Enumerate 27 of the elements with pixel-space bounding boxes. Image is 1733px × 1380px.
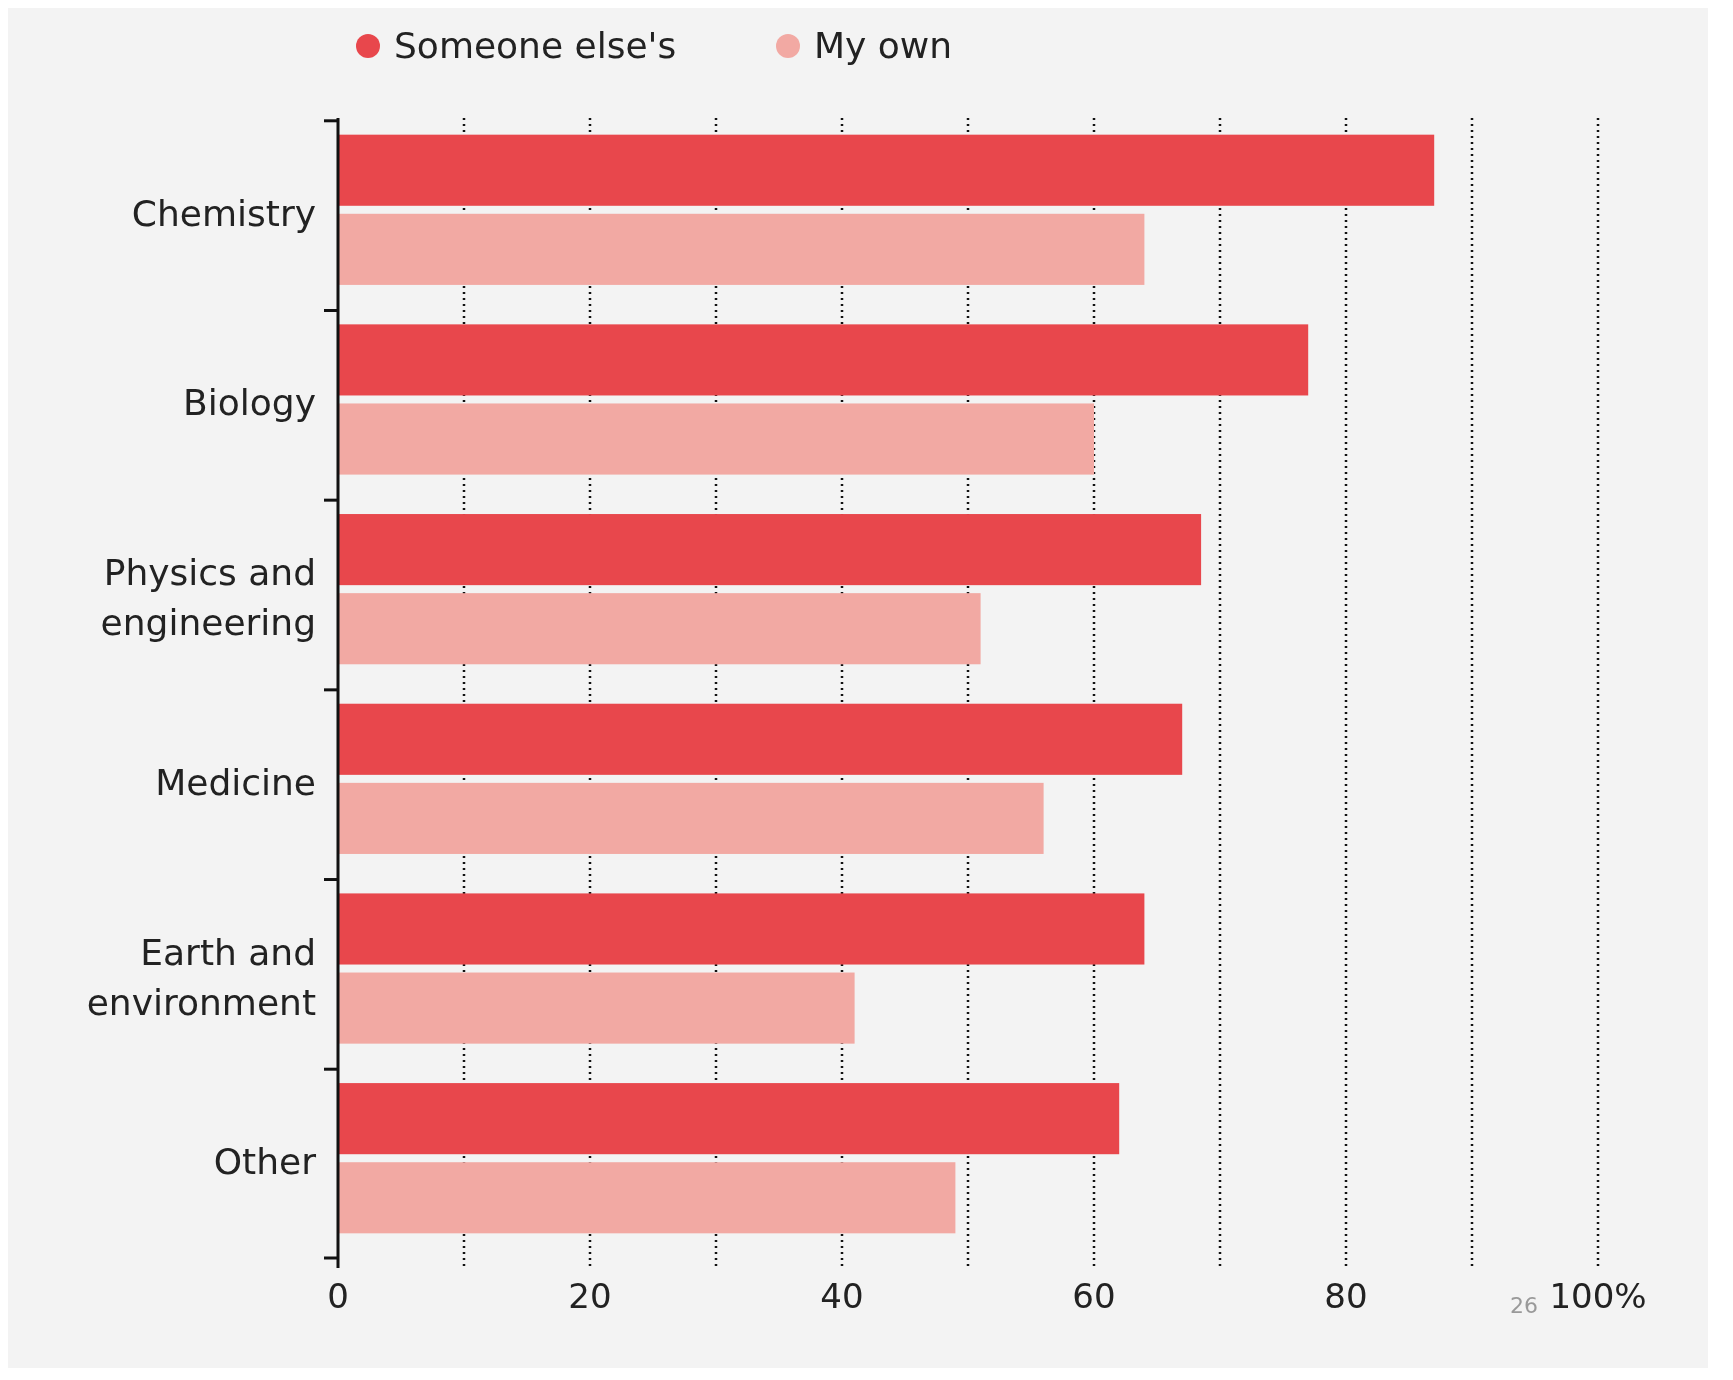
bar [338, 213, 1145, 285]
y-tick-label: Physics and engineering [100, 552, 316, 644]
bar [338, 1162, 956, 1234]
y-tick-label: Other [213, 1141, 317, 1183]
bar [338, 893, 1145, 965]
bar [338, 324, 1309, 396]
x-tick-label: 100% [1549, 1276, 1647, 1316]
bar [338, 782, 1044, 854]
x-tick-label: 20 [568, 1276, 612, 1316]
y-tick-label: Earth and environment [86, 931, 316, 1023]
y-tick-label: Medicine [155, 761, 316, 803]
legend-label: My own [814, 25, 953, 66]
x-tick-label: 40 [820, 1276, 864, 1316]
legend-label: Someone else's [394, 25, 677, 66]
bar [338, 134, 1435, 206]
bar [338, 514, 1202, 586]
y-tick-label: Biology [183, 382, 316, 424]
bar [338, 403, 1094, 475]
bar [338, 593, 981, 665]
x-tick-label: 60 [1072, 1276, 1116, 1316]
bar [338, 972, 855, 1044]
bar [338, 703, 1183, 775]
text: 26 [1510, 1293, 1538, 1318]
x-tick-label: 0 [327, 1276, 349, 1316]
x-tick-label: 80 [1324, 1276, 1368, 1316]
y-tick-label: Chemistry [131, 192, 316, 234]
bar [338, 1083, 1120, 1155]
